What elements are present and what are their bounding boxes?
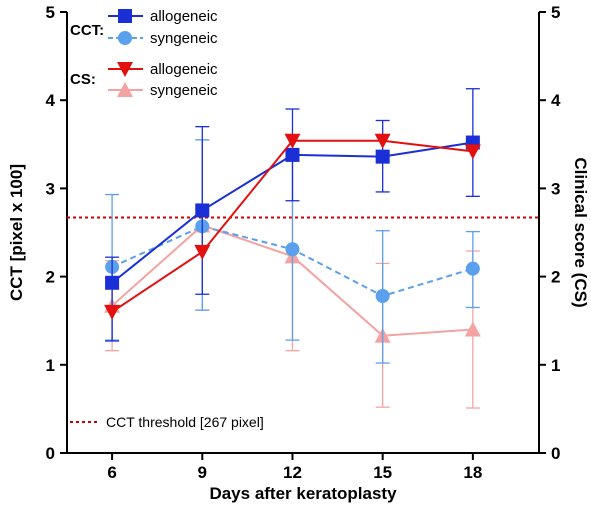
right-y-tick-label: 0 [551,444,560,463]
series-layer [104,88,481,409]
legend-group-label-cs: CS: [70,71,96,88]
legend-label: allogeneic [150,61,218,78]
x-tick-label: 12 [283,463,302,482]
left-y-axis-title: CCT [pixel x 100] [7,164,26,301]
data-point-triangle-down [284,133,301,149]
data-point-circle [118,31,132,45]
left-y-tick-label: 4 [46,91,56,110]
x-tick-label: 9 [198,463,207,482]
right-y-tick-label: 1 [551,356,560,375]
data-point-triangle-down [117,62,133,77]
data-point-square [195,203,210,218]
data-point-triangle-up [464,321,481,337]
legend-group-label-cct: CCT: [70,22,104,39]
right-y-axis-title: Clinical score (CS) [571,157,590,307]
data-point-circle [285,242,300,257]
legend-label: allogeneic [150,8,218,25]
legend-label: syngeneic [150,30,218,47]
series-cs-allogeneic [104,133,481,320]
left-y-tick-label: 1 [46,356,55,375]
data-point-triangle-down [104,304,121,320]
right-y-tick-label: 5 [551,3,560,22]
left-y-tick-label: 0 [46,444,55,463]
x-tick-label: 15 [373,463,392,482]
data-point-square [285,147,300,162]
legend: CCT: CS: allogeneic syngeneic allogeneic syng… [70,8,264,430]
left-y-tick-label: 3 [46,179,55,198]
x-axis-title: Days after keratoplasty [209,484,397,503]
x-tick-label: 18 [463,463,482,482]
right-y-tick-label: 4 [551,91,561,110]
legend-label: syngeneic [150,82,218,99]
data-point-triangle-down [194,244,211,260]
data-point-circle [465,261,480,276]
data-point-triangle-down [464,144,481,160]
left-y-tick-label: 5 [46,3,55,22]
data-point-triangle-up [117,82,133,97]
data-point-triangle-down [374,133,391,149]
data-point-square [105,275,120,290]
left-y-tick-label: 2 [46,268,55,287]
right-y-tick-label: 3 [551,179,560,198]
x-tick-label: 6 [107,463,116,482]
right-y-tick-label: 2 [551,268,560,287]
data-point-square [375,149,390,164]
data-point-square [118,9,132,23]
data-point-circle [375,289,390,304]
legend-threshold-label: CCT threshold [267 pixel] [106,414,264,430]
